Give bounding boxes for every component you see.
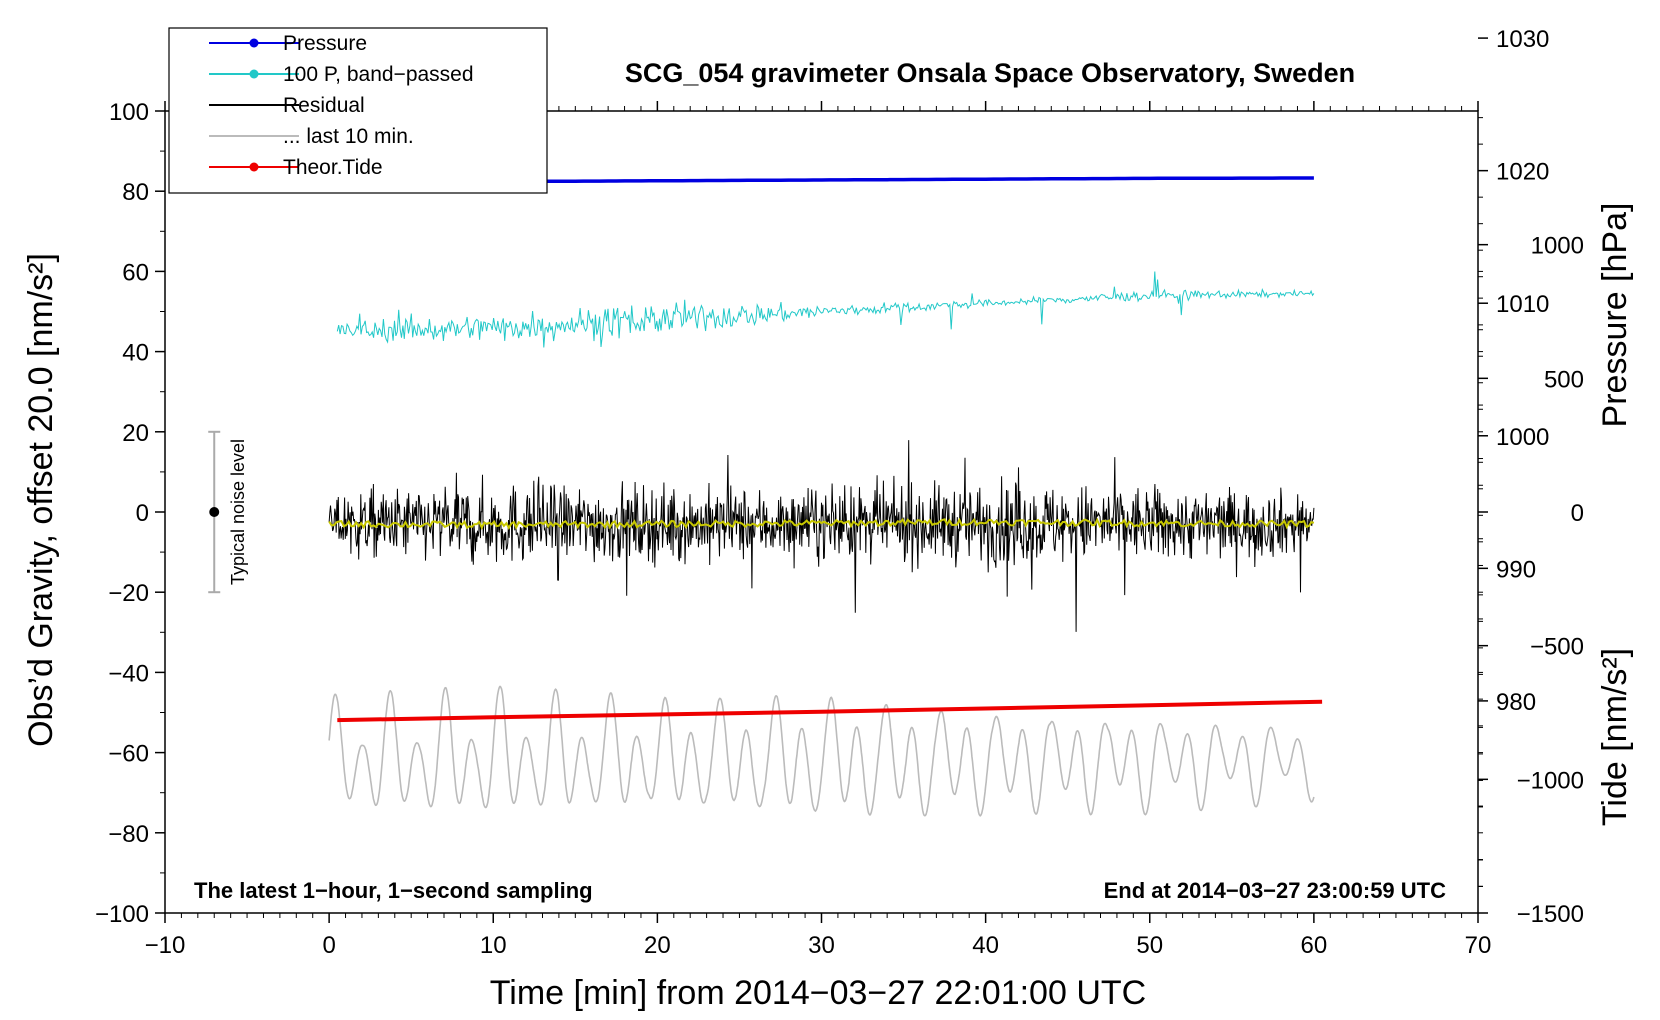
annotation-sampling: The latest 1−hour, 1−second sampling [194, 878, 593, 903]
tide-tick-label: −500 [1530, 634, 1584, 661]
y-tick-label: −40 [108, 660, 149, 687]
legend-label: ... last 10 min. [283, 125, 414, 148]
y-tick-label: −60 [108, 741, 149, 768]
pressure-tick-label: 1010 [1496, 291, 1549, 318]
legend-marker [249, 69, 259, 79]
tide-axis-title: Tide [nm/s²] [1596, 648, 1634, 826]
x-tick-label: 70 [1465, 932, 1492, 959]
noise-bar: Typical noise level [208, 430, 248, 594]
y-tick-label: 100 [109, 99, 149, 126]
y-tick-label: 80 [122, 179, 149, 206]
pressure-tick-label: 980 [1496, 689, 1536, 716]
tide-tick-label: 500 [1544, 366, 1584, 393]
legend-label: Theor.Tide [283, 156, 383, 179]
annotation-end-time: End at 2014−03−27 23:00:59 UTC [1104, 878, 1447, 903]
x-tick-label: 10 [480, 932, 507, 959]
y-tick-label: −20 [108, 580, 149, 607]
legend-marker [249, 162, 259, 172]
series-band-passed-pressure [336, 271, 1315, 348]
x-axis-title: Time [min] from 2014−03−27 22:01:00 UTC [490, 974, 1146, 1012]
x-tick-label: 50 [1136, 932, 1163, 959]
pressure-axis-title: Pressure [hPa] [1596, 203, 1634, 428]
series-residual-smoothed [328, 517, 1315, 530]
chart-title: SCG_054 gravimeter Onsala Space Observat… [625, 58, 1355, 88]
axes-layer: −10 0 10 20 30 40 50 60 70−100−80−60−40−20020406… [95, 26, 1584, 959]
noise-bar-dot [209, 507, 220, 517]
pressure-tick-label: 1000 [1496, 424, 1549, 451]
y-tick-label: −80 [108, 821, 149, 848]
tide-tick-label: −1500 [1517, 901, 1584, 928]
pressure-tick-label: 1030 [1496, 26, 1549, 53]
y-tick-label: 60 [122, 259, 149, 286]
x-tick-label: 40 [972, 932, 999, 959]
legend-label: 100 P, band−passed [283, 63, 474, 86]
series-theor-tide [337, 699, 1323, 723]
y-axis-title-left: Obs’d Gravity, offset 20.0 [nm/s²] [22, 253, 60, 747]
pressure-tick-label: 1020 [1496, 159, 1549, 186]
legend-box [168, 27, 548, 194]
x-tick-label: 30 [808, 932, 835, 959]
y-tick-label: 40 [122, 340, 149, 367]
x-tick-label: 20 [644, 932, 671, 959]
tide-tick-label: 0 [1571, 500, 1584, 527]
pressure-tick-label: 990 [1496, 556, 1536, 583]
x-tick-label: −10 [145, 932, 186, 959]
legend-label: Residual [283, 94, 365, 117]
y-tick-label: 20 [122, 420, 149, 447]
tide-tick-label: 1000 [1531, 233, 1584, 260]
legend: Pressure 100 P, band−passed Residual ... la… [168, 27, 548, 194]
series-layer [328, 176, 1323, 817]
tide-tick-label: −1000 [1517, 767, 1584, 794]
legend-marker [249, 38, 259, 48]
noise-bar-label: Typical noise level [228, 439, 248, 585]
x-tick-label: 60 [1301, 932, 1328, 959]
series-residual [328, 440, 1315, 632]
y-tick-label: −100 [95, 901, 149, 928]
y-tick-label: 0 [136, 500, 149, 527]
series-last-10-min [328, 685, 1315, 817]
x-tick-label: 0 [322, 932, 335, 959]
legend-label: Pressure [283, 32, 367, 55]
